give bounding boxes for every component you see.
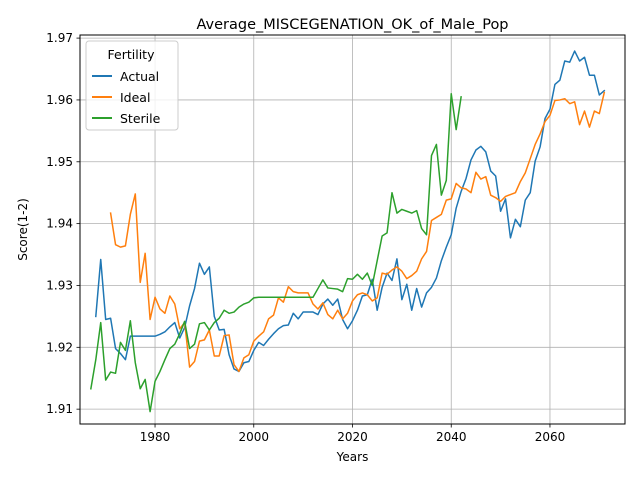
- x-tick-label: 2040: [436, 430, 467, 444]
- y-tick-label: 1.96: [46, 93, 73, 107]
- legend: Fertility Actual Ideal Sterile: [85, 40, 179, 131]
- x-tick-label: 1980: [140, 430, 171, 444]
- legend-box: [85, 40, 179, 131]
- x-axis: 1980 2000 2020 2040 2060: [140, 424, 565, 444]
- x-tick-label: 2000: [238, 430, 269, 444]
- series-line-sterile: [89, 93, 462, 413]
- chart-title: Average_MISCEGENATION_OK_of_Male_Pop: [196, 17, 508, 33]
- x-tick-label: 2060: [535, 430, 566, 444]
- y-tick-label: 1.93: [46, 278, 73, 292]
- y-axis-label: Score(1-2): [16, 198, 30, 261]
- series-line-ideal: [109, 91, 606, 373]
- y-tick-label: 1.97: [46, 31, 73, 45]
- y-tick-label: 1.95: [46, 155, 73, 169]
- y-tick-label: 1.94: [46, 217, 73, 231]
- legend-label-ideal: Ideal: [120, 90, 150, 105]
- x-tick-label: 2020: [337, 430, 368, 444]
- series-lines: [89, 50, 606, 413]
- legend-label-sterile: Sterile: [120, 111, 161, 126]
- legend-title: Fertility: [108, 47, 156, 62]
- y-tick-label: 1.92: [46, 340, 73, 354]
- series-line-actual: [94, 50, 606, 373]
- grid: [80, 35, 625, 424]
- legend-label-actual: Actual: [120, 69, 159, 84]
- y-tick-label: 1.91: [46, 402, 73, 416]
- x-axis-label: Years: [336, 450, 369, 464]
- y-axis: 1.91 1.92 1.93 1.94 1.95 1.96 1.97: [46, 31, 80, 416]
